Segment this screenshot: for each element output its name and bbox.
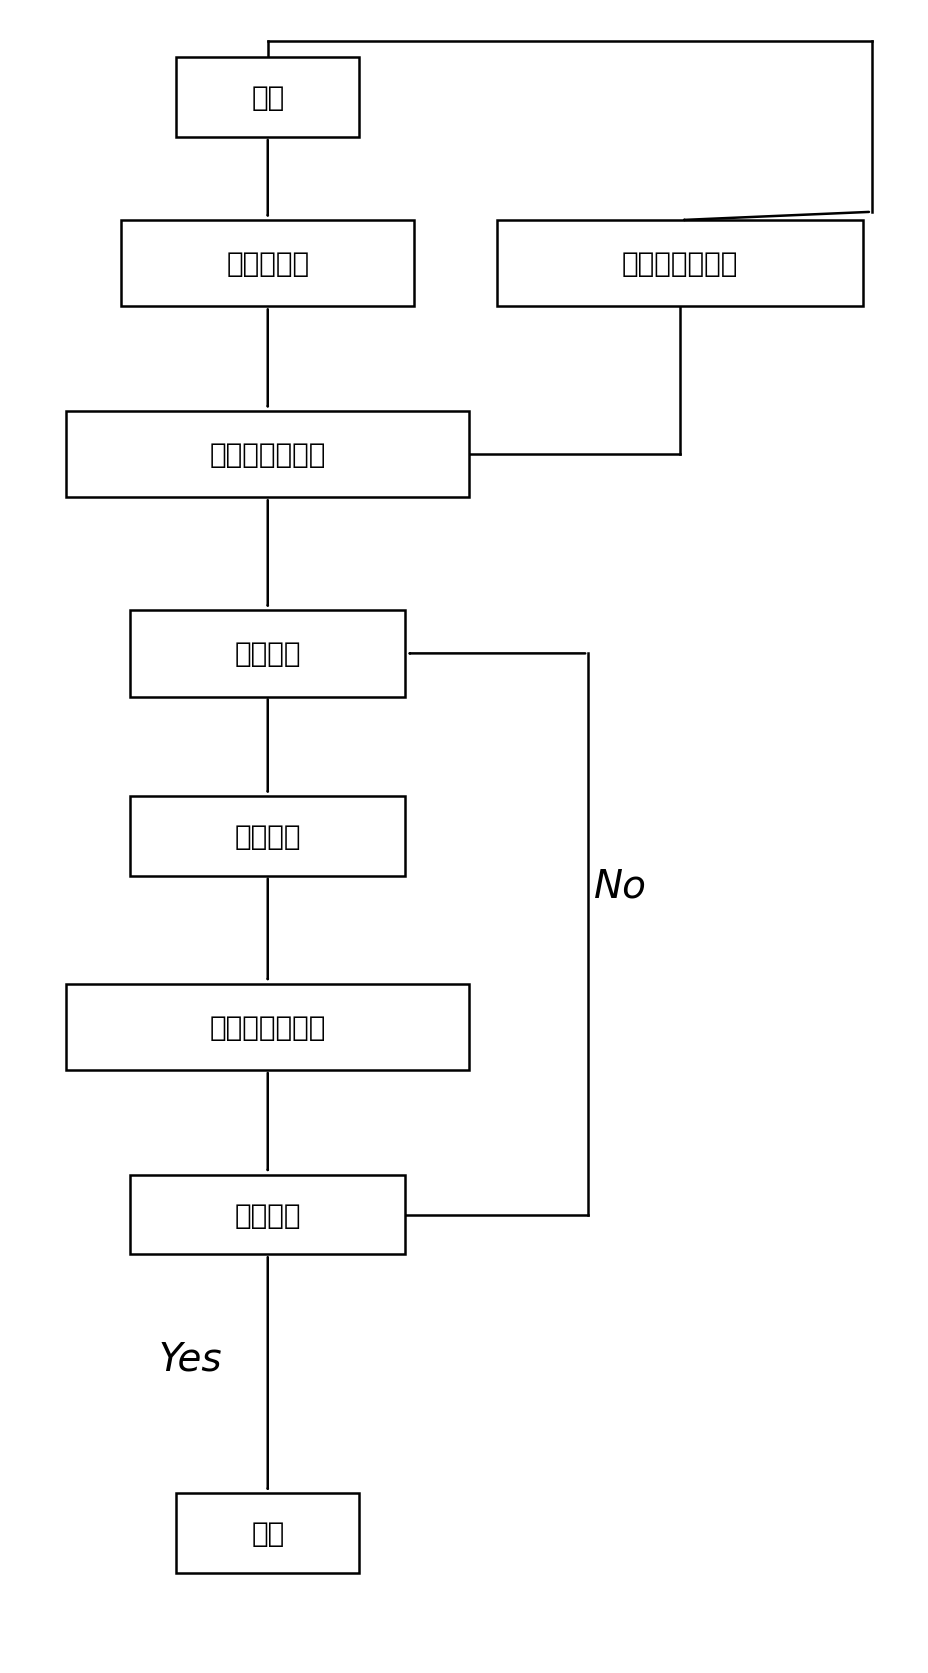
Text: 图像处理: 图像处理: [234, 823, 301, 850]
FancyBboxPatch shape: [122, 221, 414, 308]
FancyBboxPatch shape: [176, 1494, 359, 1573]
FancyBboxPatch shape: [130, 611, 405, 698]
Text: 关机询问: 关机询问: [234, 1201, 301, 1228]
Text: 近红外光源启动: 近红外光源启动: [621, 249, 737, 278]
FancyBboxPatch shape: [130, 796, 405, 877]
Text: 图像采集: 图像采集: [234, 641, 301, 668]
Text: No: No: [593, 867, 646, 905]
FancyBboxPatch shape: [176, 59, 359, 137]
Text: 关机: 关机: [251, 1519, 284, 1548]
Text: 开机: 开机: [251, 84, 284, 112]
FancyBboxPatch shape: [67, 412, 469, 499]
Text: Yes: Yes: [158, 1340, 222, 1379]
FancyBboxPatch shape: [67, 984, 469, 1071]
Text: 系统初始化: 系统初始化: [226, 249, 309, 278]
Text: 图像输出、存储: 图像输出、存储: [210, 1014, 326, 1041]
Text: 图像传感器设置: 图像传感器设置: [210, 442, 326, 468]
FancyBboxPatch shape: [130, 1174, 405, 1255]
FancyBboxPatch shape: [496, 221, 861, 308]
